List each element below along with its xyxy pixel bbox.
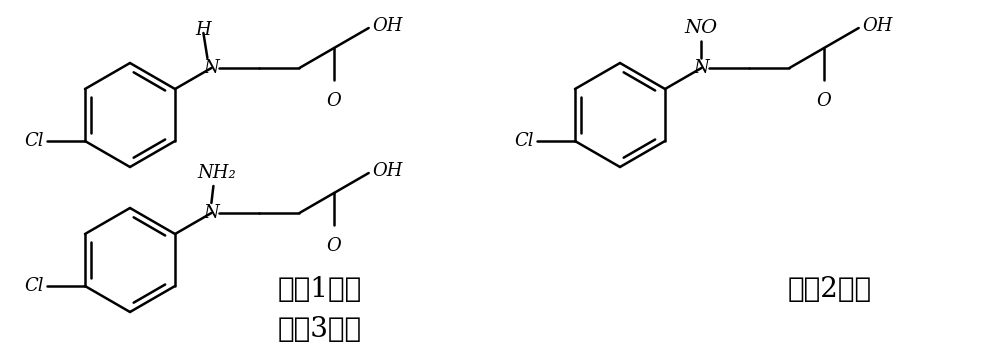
- Text: OH: OH: [373, 17, 403, 35]
- Text: N: N: [204, 204, 219, 222]
- Text: O: O: [817, 92, 831, 110]
- Text: N: N: [694, 59, 709, 77]
- Text: N: N: [204, 59, 219, 77]
- Text: 式（3）。: 式（3）。: [278, 317, 362, 344]
- Text: OH: OH: [373, 162, 403, 180]
- Text: NH₂: NH₂: [197, 164, 236, 182]
- Text: 式（1），: 式（1），: [278, 276, 362, 303]
- Text: 式（2），: 式（2），: [788, 276, 872, 303]
- Text: OH: OH: [863, 17, 893, 35]
- Text: Cl: Cl: [24, 132, 44, 150]
- Text: O: O: [327, 92, 341, 110]
- Text: O: O: [327, 237, 341, 255]
- Text: Cl: Cl: [514, 132, 534, 150]
- Text: Cl: Cl: [24, 277, 44, 295]
- Text: H: H: [196, 21, 211, 39]
- Text: NO: NO: [685, 19, 718, 37]
